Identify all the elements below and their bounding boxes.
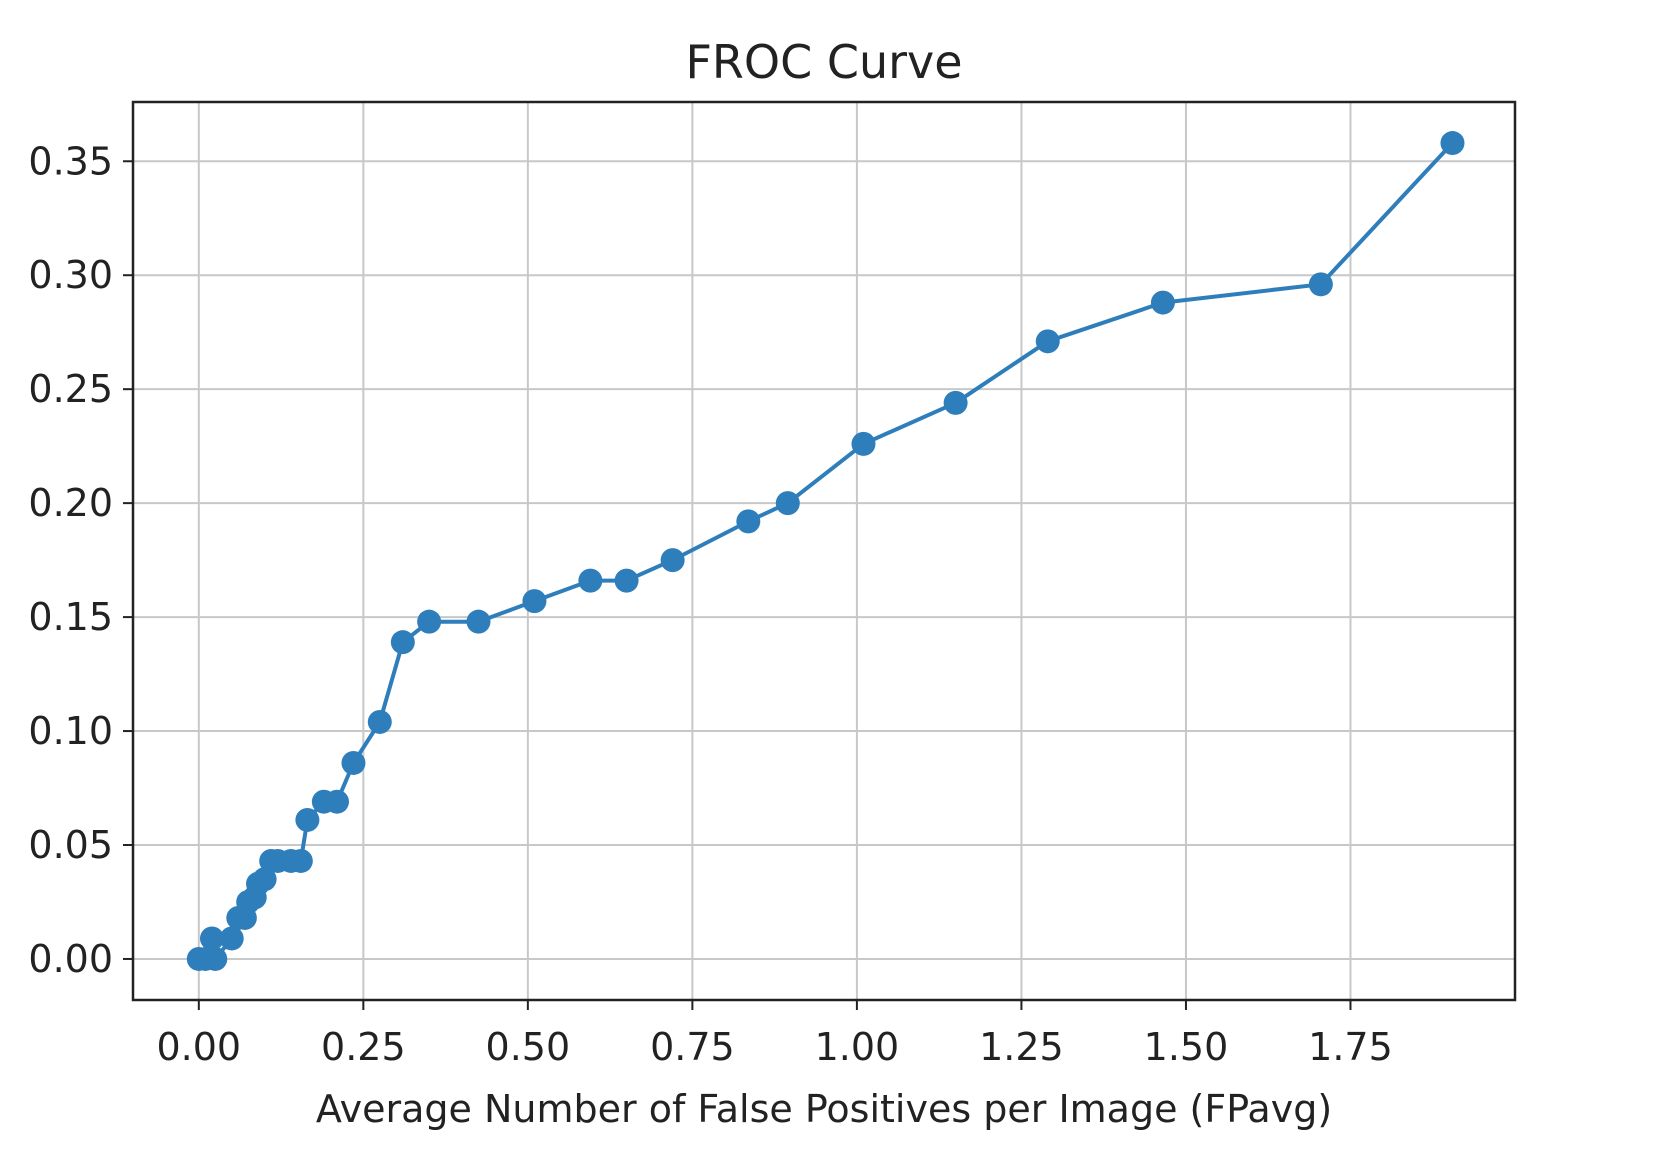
- x-tick-label: 0.25: [321, 1025, 406, 1069]
- y-axis: 0.00 0.05 0.10 0.15 0.20 0.25 0.30 0.35: [28, 139, 133, 981]
- froc-point: [466, 609, 491, 634]
- x-tick-label: 0.00: [157, 1025, 242, 1069]
- y-tick-label: 0.20: [28, 481, 113, 525]
- y-tick-label: 0.00: [28, 937, 113, 981]
- froc-point: [1035, 329, 1060, 354]
- froc-point: [522, 589, 547, 614]
- x-tick-label: 0.50: [486, 1025, 571, 1069]
- x-axis-label: Average Number of False Positives per Im…: [316, 1087, 1332, 1131]
- y-tick-label: 0.05: [28, 823, 113, 867]
- series-layer: [186, 131, 1465, 971]
- froc-point: [1308, 272, 1333, 297]
- froc-point: [390, 630, 415, 655]
- chart-title: FROC Curve: [685, 35, 962, 89]
- froc-point: [851, 431, 876, 456]
- y-tick-label: 0.30: [28, 253, 113, 297]
- y-tick-label: 0.35: [28, 139, 113, 183]
- froc-point: [417, 609, 442, 634]
- froc-point: [367, 709, 392, 734]
- x-tick-label: 0.75: [650, 1025, 735, 1069]
- y-tick-label: 0.15: [28, 595, 113, 639]
- y-tick-label: 0.25: [28, 367, 113, 411]
- froc-point: [219, 926, 244, 951]
- froc-line: [198, 141, 1454, 961]
- x-tick-label: 1.25: [979, 1025, 1064, 1069]
- froc-point: [325, 789, 350, 814]
- x-tick-label: 1.75: [1308, 1025, 1393, 1069]
- froc-point: [341, 750, 366, 775]
- x-tick-label: 1.50: [1144, 1025, 1229, 1069]
- froc-point: [943, 390, 968, 415]
- froc-point: [288, 848, 313, 873]
- x-tick-label: 1.00: [815, 1025, 900, 1069]
- froc-point: [1440, 131, 1465, 156]
- y-tick-label: 0.10: [28, 709, 113, 753]
- grid: [133, 102, 1515, 1000]
- plot-frame: [131, 100, 1517, 1002]
- froc-point: [203, 946, 228, 971]
- x-axis: 0.00 0.25 0.50 0.75 1.00 1.25 1.50 1.75: [157, 1000, 1393, 1069]
- froc-point: [660, 548, 685, 573]
- froc-point: [775, 491, 800, 516]
- froc-point: [614, 568, 639, 593]
- froc-point: [199, 926, 224, 951]
- froc-point: [252, 867, 277, 892]
- froc-point: [736, 509, 761, 534]
- froc-point: [1150, 290, 1175, 315]
- froc-point: [295, 807, 320, 832]
- froc-point: [578, 568, 603, 593]
